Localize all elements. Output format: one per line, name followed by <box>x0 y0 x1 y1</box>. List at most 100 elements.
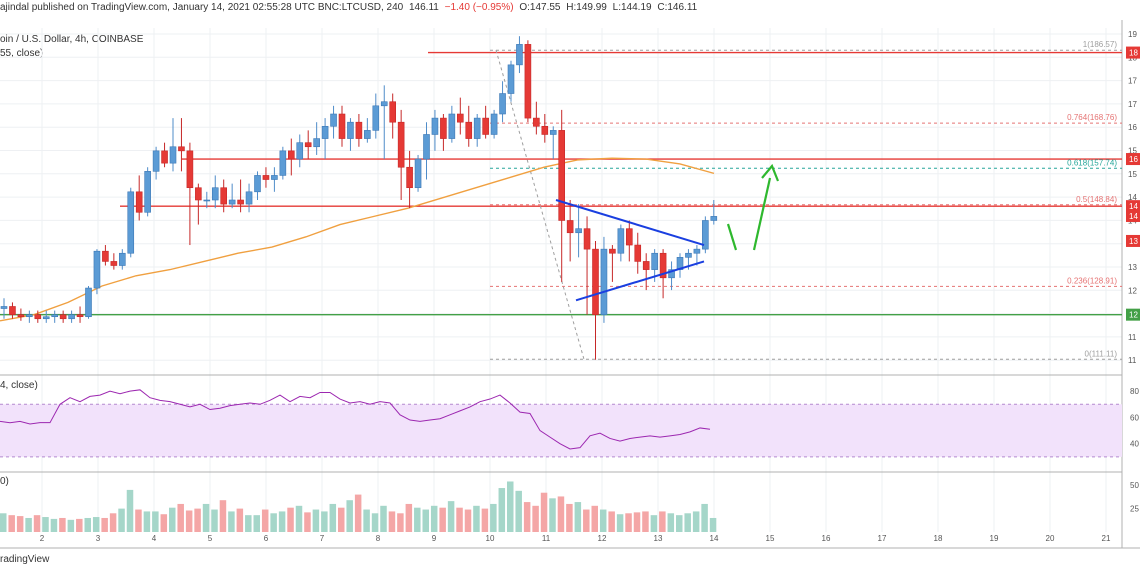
fib-level-label: 0.5(148.84) <box>1076 195 1117 204</box>
time-tick-label: 18 <box>934 534 943 543</box>
volume-bar <box>363 509 370 532</box>
candle-body <box>304 142 312 148</box>
volume-bar <box>532 505 539 532</box>
candle-body <box>456 113 464 123</box>
candle-body <box>152 150 160 172</box>
volume-bar <box>625 513 632 532</box>
time-tick-label: 2 <box>40 534 45 543</box>
arrow-pullback <box>726 223 738 251</box>
candle-body <box>186 150 194 189</box>
candle-body <box>642 261 650 270</box>
volume-bar <box>566 503 573 532</box>
volume-bar <box>135 509 142 532</box>
volume-bar <box>8 515 15 532</box>
candle-body <box>127 191 135 254</box>
candle-body <box>507 64 515 94</box>
volume-bar <box>523 502 531 532</box>
fib-level-label: 0.764(168.76) <box>1067 113 1117 122</box>
candle-body <box>558 130 566 221</box>
volume-bar <box>346 500 353 532</box>
candle-body <box>702 220 709 250</box>
candle-body <box>600 248 608 315</box>
volume-bar <box>185 510 193 532</box>
candle-body <box>583 228 591 250</box>
time-tick-label: 20 <box>1046 534 1055 543</box>
volume-bar <box>591 505 598 532</box>
volume-tick-label: 50 <box>1130 481 1139 490</box>
volume-bar <box>709 517 717 532</box>
price-tick-label: 17 <box>1128 100 1137 109</box>
candle-body <box>516 44 523 66</box>
volume-bar <box>447 501 455 532</box>
price-badge <box>1126 209 1140 222</box>
time-tick-label: 8 <box>376 534 381 543</box>
candle-body <box>279 150 287 176</box>
price-tick-label: 19 <box>1128 30 1137 39</box>
volume-bar <box>608 511 615 532</box>
volume-bar <box>397 513 404 532</box>
candle-body <box>144 171 151 213</box>
time-tick-label: 21 <box>1102 534 1111 543</box>
ma-indicator-label: 55, close) <box>0 48 44 59</box>
volume-bar <box>388 511 396 532</box>
price-tick-label: 11 <box>1128 356 1137 365</box>
time-tick-label: 16 <box>822 534 831 543</box>
price-badge <box>1126 200 1140 213</box>
candle-body <box>465 121 473 139</box>
volume-bar <box>245 515 252 532</box>
candle-body <box>228 199 236 205</box>
candle-body <box>51 314 59 318</box>
last-price: 146.11 <box>409 2 439 13</box>
price-badge-label: 14 <box>1129 212 1138 221</box>
candle-body <box>262 175 270 180</box>
candle-body <box>566 220 574 234</box>
volume-bar <box>228 511 235 532</box>
time-tick-label: 10 <box>486 534 495 543</box>
volume-bar <box>464 509 472 532</box>
volume-bar <box>692 511 700 532</box>
time-tick-label: 5 <box>208 534 213 543</box>
candle-body <box>296 142 304 160</box>
candle-body <box>9 306 16 315</box>
candle-body <box>533 117 540 127</box>
volume-bar <box>701 503 708 532</box>
candle-body <box>482 117 489 135</box>
price-badge-label: 14 <box>1129 202 1138 211</box>
candle-body <box>541 125 549 135</box>
fib-level-label: 0.618(157.74) <box>1067 158 1117 167</box>
volume-bar <box>473 505 480 532</box>
candle-body <box>448 113 456 139</box>
candle-body <box>34 314 42 320</box>
volume-bar <box>515 490 522 532</box>
candle-body <box>499 93 506 115</box>
candle-body <box>625 228 633 246</box>
candle-body <box>651 252 658 270</box>
candle-body <box>287 150 295 160</box>
candle-body <box>549 130 557 135</box>
time-tick-label: 14 <box>710 534 719 543</box>
volume-bar <box>76 518 83 532</box>
candle-body <box>406 166 413 189</box>
rsi-line <box>0 389 711 450</box>
price-tick-label: 16 <box>1128 123 1137 132</box>
time-tick-label: 17 <box>878 534 887 543</box>
fib-level-label: 0(111.11) <box>1085 349 1118 358</box>
candle-body <box>330 113 337 127</box>
volume-bar <box>498 488 506 532</box>
volume-bar <box>642 511 649 532</box>
candle-body <box>355 121 363 139</box>
candle-body <box>110 261 118 266</box>
candle-body <box>85 287 92 318</box>
ma-55-line <box>0 157 715 322</box>
volume-bar <box>481 508 489 532</box>
volume-bar <box>261 509 269 532</box>
volume-bar <box>430 505 438 532</box>
publisher-info: ajindal published on TradingView.com, Ja… <box>0 2 316 13</box>
candle-body <box>119 252 126 266</box>
volume-bar <box>59 517 66 532</box>
candle-body <box>380 101 388 107</box>
volume-bar <box>211 509 218 532</box>
volume-bar <box>33 515 41 532</box>
volume-bar <box>439 507 446 532</box>
